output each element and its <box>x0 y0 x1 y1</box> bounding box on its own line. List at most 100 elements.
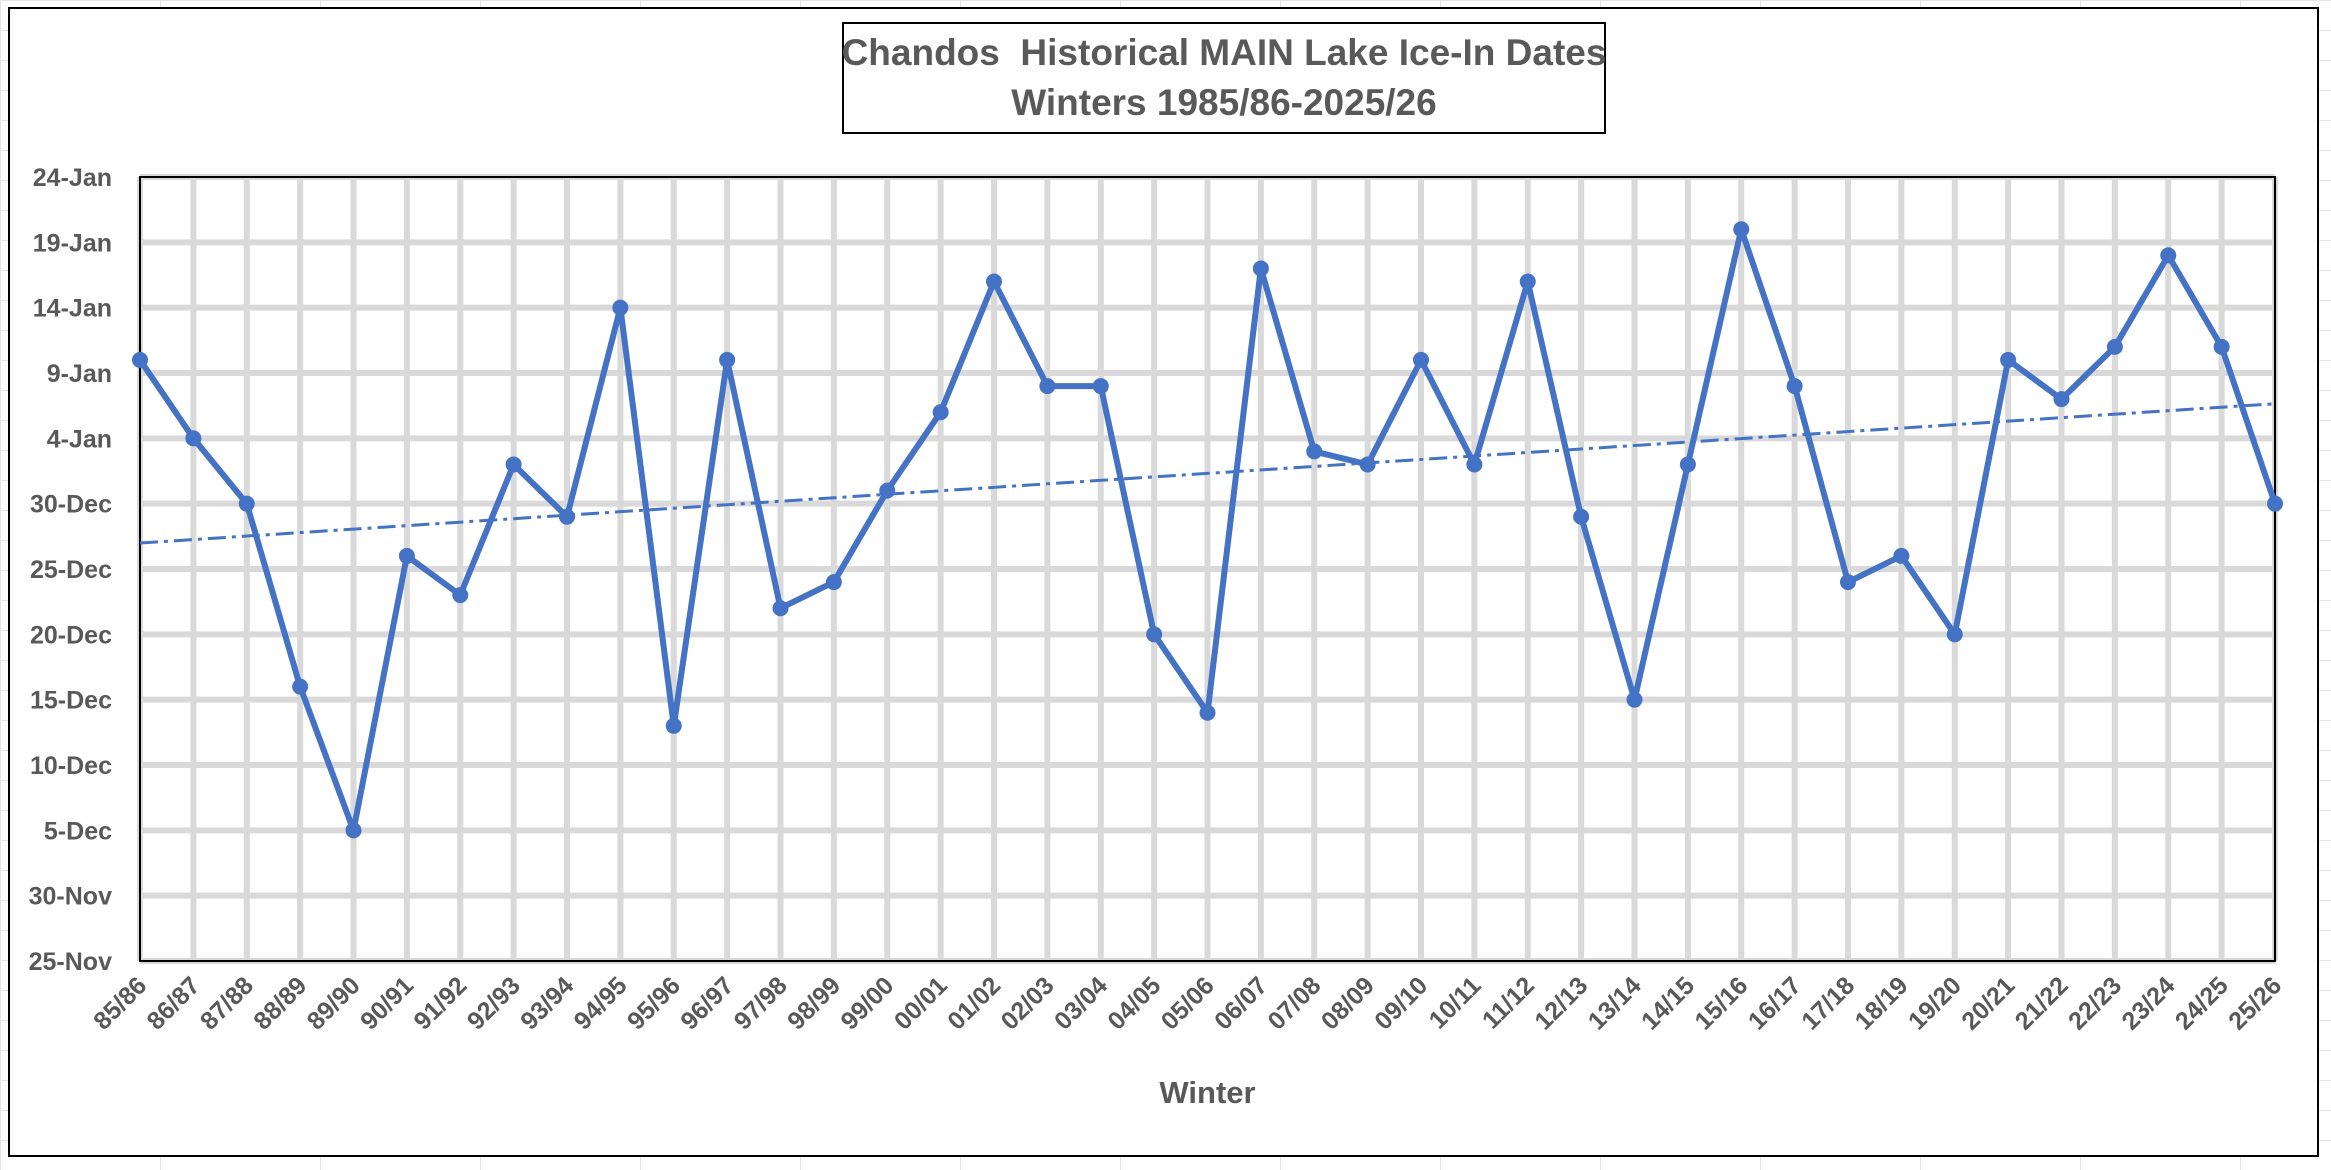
data-point[interactable] <box>1679 456 1696 473</box>
x-tick-label: 10/11 <box>1424 971 1487 1034</box>
y-tick-label: 25-Nov <box>29 948 112 976</box>
data-point[interactable] <box>1092 378 1109 395</box>
data-point[interactable] <box>986 273 1002 290</box>
data-point[interactable] <box>1146 626 1163 643</box>
data-point[interactable] <box>1573 508 1590 525</box>
x-tick-label: 21/22 <box>2010 971 2074 1035</box>
x-tick-label: 04/05 <box>1102 971 1166 1035</box>
x-tick-label: 19/20 <box>1903 971 1967 1035</box>
x-tick-label: 03/04 <box>1049 971 1113 1035</box>
x-tick-label: 06/07 <box>1209 971 1273 1035</box>
data-point[interactable] <box>1359 456 1376 473</box>
x-tick-label: 12/13 <box>1529 971 1593 1035</box>
y-tick-label: 25-Dec <box>30 556 112 584</box>
x-tick-label: 94/95 <box>569 971 633 1035</box>
series-ice-in-dates <box>132 221 2283 839</box>
y-tick-label: 19-Jan <box>33 229 112 257</box>
y-tick-label: 10-Dec <box>30 752 112 780</box>
x-tick-label: 08/09 <box>1316 971 1380 1035</box>
data-point[interactable] <box>238 495 255 512</box>
data-point[interactable] <box>1466 456 1483 473</box>
data-point[interactable] <box>1199 704 1216 721</box>
x-tick-label: 01/02 <box>942 971 1006 1035</box>
chart-subtitle: Winters 1985/86-2025/26 <box>1011 82 1437 123</box>
y-tick-label: 9-Jan <box>47 360 112 388</box>
x-axis-title: Winter <box>1159 1075 1255 1110</box>
data-point[interactable] <box>132 351 148 368</box>
data-point[interactable] <box>2000 351 2017 368</box>
trendline <box>139 402 2276 545</box>
x-tick-label: 09/10 <box>1369 971 1433 1035</box>
x-tick-label: 14/15 <box>1636 971 1700 1035</box>
y-tick-label: 5-Dec <box>44 817 112 845</box>
x-tick-label: 92/93 <box>462 971 526 1035</box>
data-point[interactable] <box>2267 495 2283 512</box>
data-point[interactable] <box>1039 378 1056 395</box>
data-point[interactable] <box>452 587 469 604</box>
data-point[interactable] <box>1733 221 1750 238</box>
data-point[interactable] <box>1893 547 1910 564</box>
y-tick-label: 14-Jan <box>33 295 112 323</box>
x-tick-label: 17/18 <box>1796 971 1860 1035</box>
x-tick-label: 96/97 <box>675 971 739 1035</box>
plot-area-border <box>139 176 2276 962</box>
data-point[interactable] <box>1306 443 1323 460</box>
data-point[interactable] <box>398 547 415 564</box>
x-tick-label: 07/08 <box>1262 971 1326 1035</box>
data-point[interactable] <box>1413 351 1429 368</box>
data-point[interactable] <box>292 678 309 695</box>
data-point[interactable] <box>185 430 202 447</box>
data-point[interactable] <box>612 299 629 316</box>
data-point[interactable] <box>1519 273 1536 290</box>
chart-area[interactable] <box>8 7 2319 1157</box>
data-point[interactable] <box>825 574 842 591</box>
data-point[interactable] <box>345 822 362 839</box>
x-tick-label: 02/03 <box>996 971 1060 1035</box>
data-point[interactable] <box>2106 338 2123 355</box>
x-tick-label: 05/06 <box>1156 971 1220 1035</box>
x-tick-label: 97/98 <box>729 971 793 1035</box>
chart-title: Chandos Historical MAIN Lake Ice-In Date… <box>841 32 1607 73</box>
x-tick-label: 18/19 <box>1850 971 1914 1035</box>
x-tick-label: 87/88 <box>195 971 259 1035</box>
x-tick-label: 15/16 <box>1689 971 1753 1035</box>
x-tick-label: 89/90 <box>302 971 366 1035</box>
data-point[interactable] <box>1946 626 1963 643</box>
x-tick-label: 13/14 <box>1583 971 1647 1035</box>
data-point[interactable] <box>1840 574 1856 591</box>
data-point[interactable] <box>2053 391 2070 408</box>
data-point[interactable] <box>1626 691 1643 708</box>
x-axis-tick-labels: 85/8686/8787/8888/8989/9090/9191/9292/93… <box>88 971 2287 1035</box>
data-point[interactable] <box>772 600 789 617</box>
y-tick-label: 24-Jan <box>33 164 112 192</box>
x-tick-label: 99/00 <box>835 971 899 1035</box>
y-tick-label: 20-Dec <box>30 621 112 649</box>
data-point[interactable] <box>932 404 949 421</box>
chart-title-box[interactable]: Chandos Historical MAIN Lake Ice-In Date… <box>842 22 1606 134</box>
y-tick-label: 15-Dec <box>30 687 112 715</box>
data-point[interactable] <box>559 508 575 525</box>
x-tick-label: 00/01 <box>889 971 953 1035</box>
data-point[interactable] <box>2160 247 2177 264</box>
x-tick-label: 93/94 <box>515 971 579 1035</box>
data-point[interactable] <box>665 717 682 734</box>
data-point[interactable] <box>1786 378 1803 395</box>
x-tick-label: 95/96 <box>622 971 686 1035</box>
data-point[interactable] <box>505 456 522 473</box>
x-tick-label: 16/17 <box>1743 971 1807 1035</box>
data-point[interactable] <box>1252 260 1269 277</box>
x-tick-label: 88/89 <box>248 971 312 1035</box>
x-tick-label: 90/91 <box>355 971 419 1035</box>
data-point[interactable] <box>879 482 896 499</box>
x-tick-label: 23/24 <box>2116 971 2180 1035</box>
x-tick-label: 85/86 <box>88 971 152 1035</box>
y-axis-tick-labels: 25-Nov 30-Nov 5-Dec 10-Dec 15-Dec 20-Dec 25-De… <box>29 164 112 976</box>
x-tick-label: 91/92 <box>408 971 472 1035</box>
data-point[interactable] <box>2213 338 2230 355</box>
gridlines <box>137 174 2278 964</box>
x-tick-label: 20/21 <box>1956 971 2020 1035</box>
y-tick-label: 30-Nov <box>29 883 112 911</box>
y-tick-label: 4-Jan <box>47 425 112 453</box>
data-point[interactable] <box>719 351 736 368</box>
